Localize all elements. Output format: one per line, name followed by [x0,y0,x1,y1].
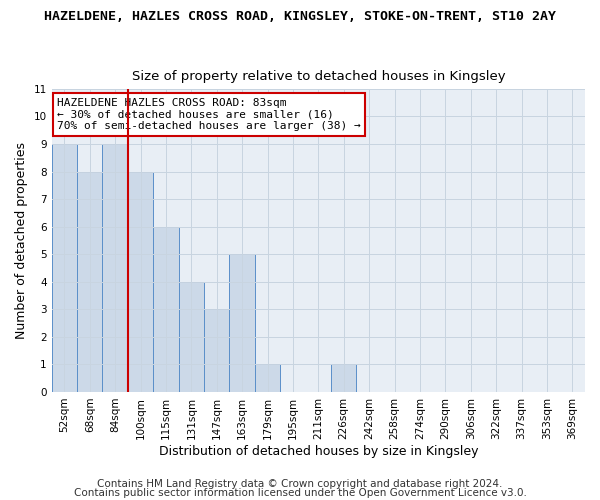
Bar [77,172,103,392]
Bar [179,282,204,392]
Y-axis label: Number of detached properties: Number of detached properties [15,142,28,339]
Title: Size of property relative to detached houses in Kingsley: Size of property relative to detached ho… [131,70,505,84]
Text: HAZELDENE, HAZLES CROSS ROAD, KINGSLEY, STOKE-ON-TRENT, ST10 2AY: HAZELDENE, HAZLES CROSS ROAD, KINGSLEY, … [44,10,556,23]
Bar [229,254,255,392]
Text: HAZELDENE HAZLES CROSS ROAD: 83sqm
← 30% of detached houses are smaller (16)
70%: HAZELDENE HAZLES CROSS ROAD: 83sqm ← 30%… [57,98,361,131]
Bar [204,310,229,392]
Bar [128,172,153,392]
Bar [331,364,356,392]
Text: Contains public sector information licensed under the Open Government Licence v3: Contains public sector information licen… [74,488,526,498]
Bar [52,144,77,392]
X-axis label: Distribution of detached houses by size in Kingsley: Distribution of detached houses by size … [158,444,478,458]
Bar [255,364,280,392]
Text: Contains HM Land Registry data © Crown copyright and database right 2024.: Contains HM Land Registry data © Crown c… [97,479,503,489]
Bar [153,226,179,392]
Bar [103,144,128,392]
